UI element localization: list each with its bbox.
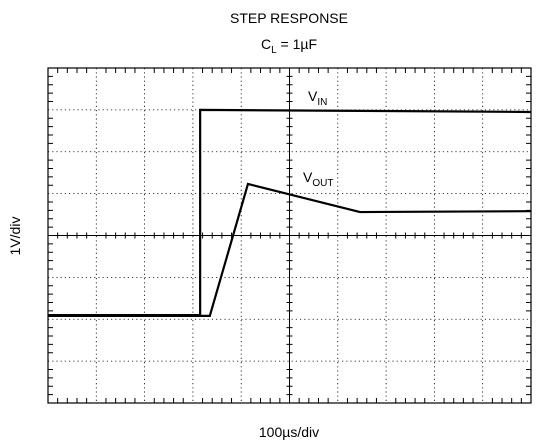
plot-border bbox=[47, 67, 532, 404]
subtitle-rest: = 1µF bbox=[277, 36, 317, 52]
trace-label: VOUT bbox=[303, 169, 333, 189]
x-axis-label: 100µs/div bbox=[259, 424, 319, 440]
trace-label-sub: OUT bbox=[312, 178, 333, 189]
subtitle-sub: L bbox=[271, 45, 277, 56]
trace-label: VIN bbox=[308, 88, 327, 108]
chart-subtitle: CL = 1µF bbox=[261, 36, 317, 56]
trace-label-main: V bbox=[308, 88, 318, 104]
y-axis-label: 1V/div bbox=[7, 217, 23, 256]
subtitle-main: C bbox=[261, 36, 271, 52]
trace-label-sub: IN bbox=[317, 97, 327, 108]
trace-label-main: V bbox=[303, 169, 313, 185]
trace bbox=[48, 182, 532, 317]
chart-title: STEP RESPONSE bbox=[230, 10, 348, 26]
